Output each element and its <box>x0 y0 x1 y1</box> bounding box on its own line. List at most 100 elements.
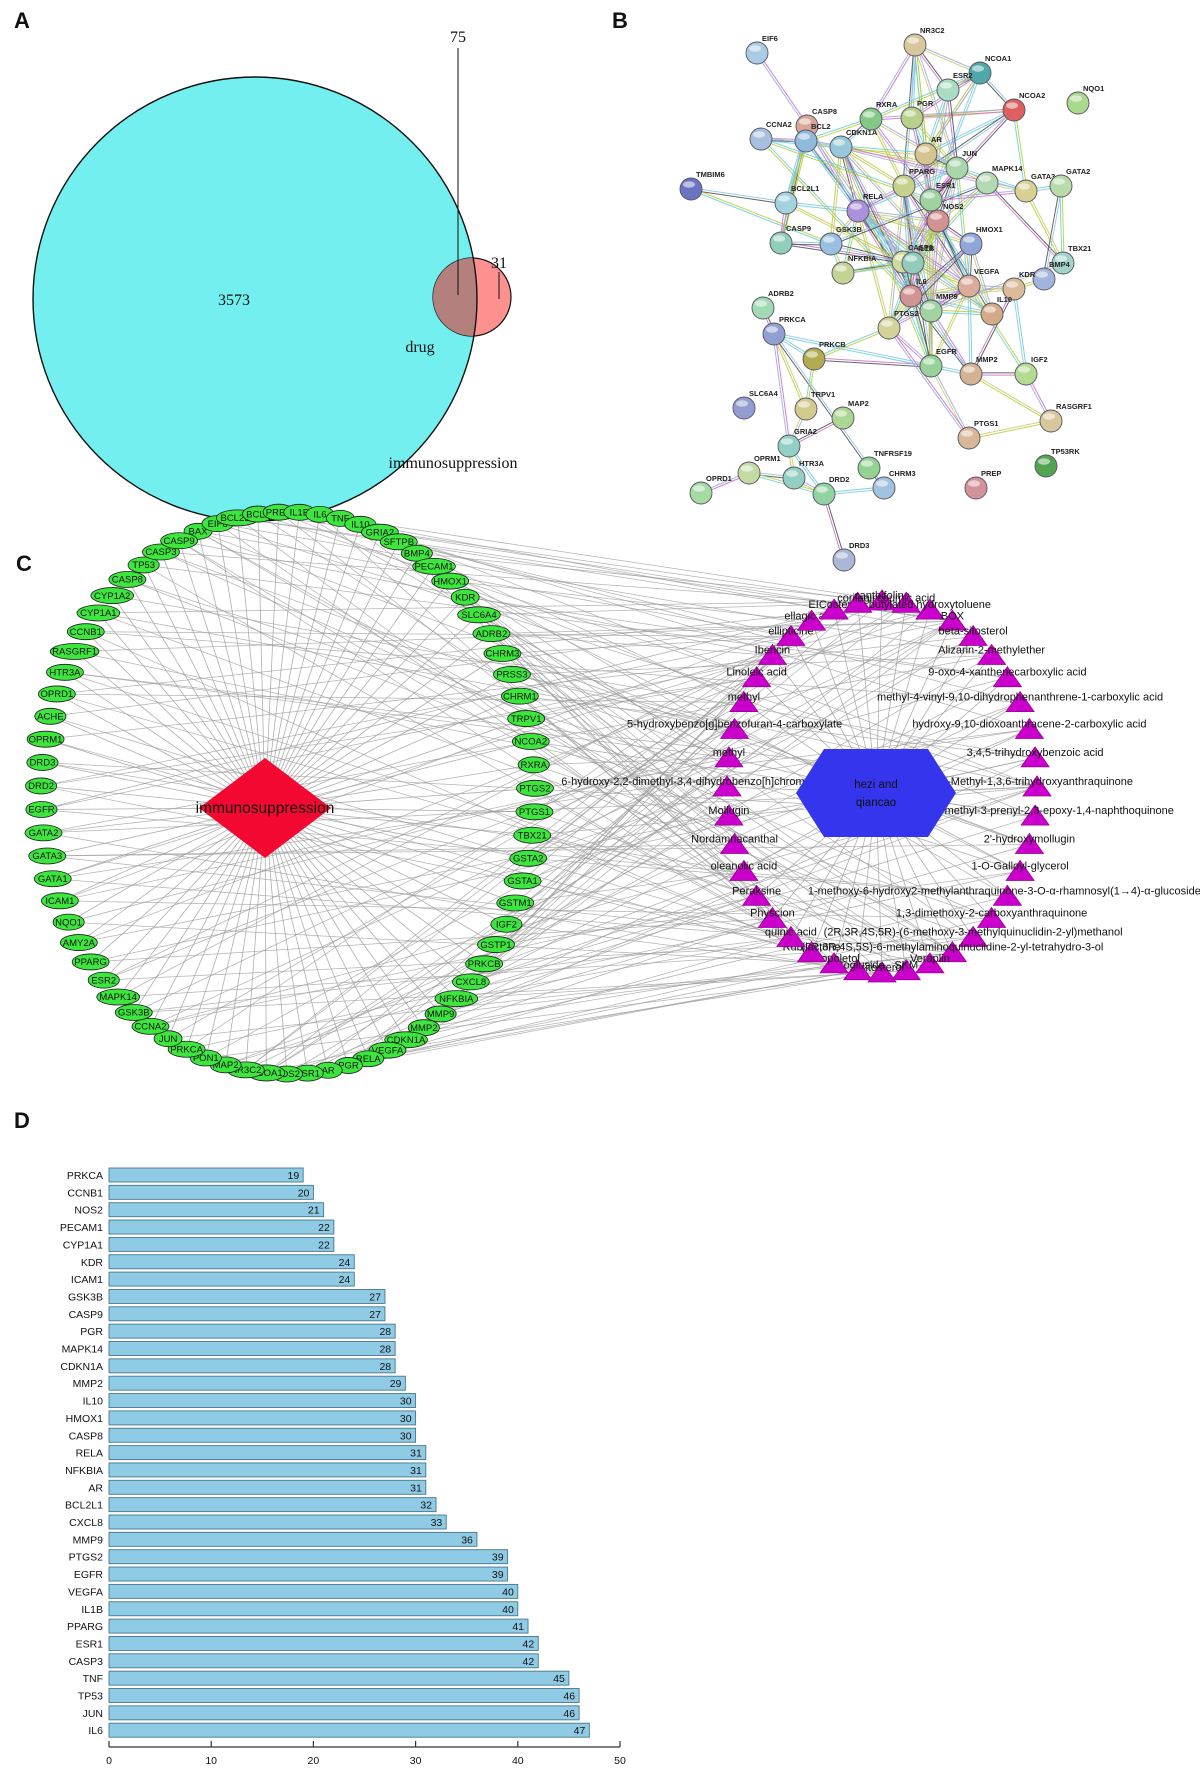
string-node-label: GATA3 <box>1031 172 1055 181</box>
target-label: PTGS1 <box>519 807 550 818</box>
bar-category-label: CCNB1 <box>67 1187 103 1199</box>
target-label: KDR <box>455 592 475 603</box>
string-node-label: TNFRSF19 <box>874 449 912 458</box>
string-node-HMOX1: HMOX1 <box>959 225 1003 256</box>
string-node-GATA3: GATA3 <box>1014 172 1055 203</box>
compound-gene-edge <box>307 602 907 1074</box>
bar-row-IL10: IL10 30 <box>83 1393 417 1408</box>
compound-gene-edge <box>42 762 744 872</box>
bar-row-MMP2: MMP2 29 <box>73 1375 406 1391</box>
string-node-HTR3A: HTR3A <box>782 459 825 490</box>
compound-gene-edge <box>522 636 792 882</box>
bar-category-label: PECAM1 <box>60 1222 103 1234</box>
panel-c-label: C <box>16 551 32 576</box>
string-edge-EGFR-CASP3 <box>903 261 933 366</box>
string-node-label: PPARG <box>909 167 935 176</box>
string-edge-NOS2-IL6 <box>911 221 940 297</box>
compound-node-30: Peraksine <box>732 884 781 906</box>
compound-gene-edge <box>186 871 1021 1050</box>
string-node-label: GRIA2 <box>794 427 817 436</box>
string-node-label: NCOA2 <box>1019 91 1045 100</box>
bar-row-MAPK14: MAPK14 28 <box>62 1341 396 1356</box>
compound-label: 2'-hydroxymollugin <box>984 833 1075 845</box>
target-node-MMP9: MMP9 <box>424 1005 457 1023</box>
string-node-TRPV1: TRPV1 <box>794 390 835 421</box>
target-label: MMP2 <box>410 1023 437 1034</box>
compound-gene-edge <box>423 937 974 1029</box>
string-node-label: ESR2 <box>953 71 973 80</box>
compound-gene-edge <box>98 600 883 614</box>
string-edge-TMBIM6-GSK3B <box>691 187 832 244</box>
x-axis-tick-label: 20 <box>308 1755 320 1767</box>
string-node-TP53RK: TP53RK <box>1034 447 1080 478</box>
string-edge-VEGFA-CDKN1A <box>839 147 969 288</box>
compound-label: Veraplin <box>910 953 950 965</box>
bar-value-label: 41 <box>512 1621 524 1633</box>
bar-category-label: MMP9 <box>73 1534 103 1546</box>
bar-value-label: 40 <box>502 1586 514 1598</box>
disease-gene-edge <box>264 807 472 983</box>
compound-gene-edge <box>286 655 992 1075</box>
target-label: CDKN1A <box>387 1035 426 1046</box>
bar-row-JUN: JUN 46 <box>83 1705 580 1721</box>
bar-row-PECAM1: PECAM1 22 <box>60 1219 335 1235</box>
compound-label: canthifoline <box>854 590 910 602</box>
compound-gene-edge <box>257 513 931 965</box>
string-node-label: DRD3 <box>849 541 869 550</box>
bar-row-CASP3: CASP3 42 <box>69 1653 539 1669</box>
target-label: SFTPB <box>383 537 414 548</box>
string-edge-TMBIM6-BCL2L1 <box>691 187 787 203</box>
compound-gene-edge <box>103 729 735 981</box>
string-edge-PTGS2-PRKCB <box>813 326 889 359</box>
compound-label: Linoleic acid <box>726 667 787 679</box>
compound-gene-edge <box>266 620 953 1074</box>
string-edge-DRD2-DRD3 <box>824 493 846 560</box>
disease-gene-edge <box>264 596 466 809</box>
compound-label: 2-carboxymethyl-3-prenyl-2,3-epoxy-1,4-n… <box>896 805 1174 817</box>
compound-gene-edge <box>56 693 744 703</box>
compound-label: BOX <box>941 610 965 622</box>
string-edge-CASP9-BCL2 <box>781 141 808 244</box>
target-node-PTGS1: PTGS1 <box>515 803 554 821</box>
compound-gene-edge <box>178 540 792 938</box>
string-edge-JUN-CDKN1A <box>841 145 958 168</box>
target-label: ESR1 <box>295 1068 320 1079</box>
bar-value-label: 42 <box>523 1656 535 1668</box>
compound-gene-edge <box>515 871 744 904</box>
compound-label: Mollugin <box>708 805 749 817</box>
string-edge-NR3C2-NCOA1 <box>915 43 981 73</box>
string-node-PRKCB: PRKCB <box>802 340 846 371</box>
compound-node-22: Veraplin <box>910 952 950 974</box>
compound-gene-edge <box>160 551 858 604</box>
string-node-MMP2: MMP2 <box>959 355 998 386</box>
string-edge-GATA2-BMP4 <box>1044 186 1063 280</box>
target-node-OPRM1: OPRM1 <box>26 730 65 748</box>
compound-gene-edge <box>68 677 1008 923</box>
string-node-label: PGR <box>917 99 934 108</box>
bar-row-VEGFA: VEGFA 40 <box>68 1583 519 1599</box>
compound-label: methyl-4-vinyl-9,10-dihydrophenanthrene-… <box>877 692 1163 704</box>
disease-gene-edge <box>264 541 400 809</box>
disease-gene-edge <box>264 807 497 945</box>
bar-chart: PRKCA 19 CCNB1 20 NOS2 21 PECAM1 22 CYP1A1 22 KDR 2… <box>60 1167 626 1767</box>
disease-gene-edge <box>264 566 435 809</box>
target-label: GATA1 <box>38 874 68 885</box>
disease-gene-edge <box>264 512 280 809</box>
target-node-PTGS2: PTGS2 <box>516 779 554 797</box>
string-node-DRD2: DRD2 <box>812 475 849 506</box>
herb-label-line1: hezi and <box>854 779 897 791</box>
string-edge-PRKCA-TRPV1 <box>772 334 806 410</box>
compound-node-35: methyl <box>713 746 745 768</box>
compound-gene-edge <box>456 620 953 999</box>
target-label: DRD2 <box>28 781 54 792</box>
target-node-NCOA2: NCOA2 <box>511 733 550 750</box>
string-edge-NCOA2-ESR1 <box>929 108 1014 200</box>
target-node-PECAM1: PECAM1 <box>412 557 456 575</box>
target-node-ACHE: ACHE <box>34 707 67 725</box>
bar-row-BCL2L1: BCL2L1 32 <box>65 1497 437 1513</box>
compound-gene-edge <box>511 655 992 675</box>
target-node-KDR: KDR <box>450 588 480 606</box>
string-edge-CDKN1A-GSK3B <box>829 146 841 244</box>
compound-gene-edge <box>398 541 791 637</box>
string-node-label: IL10 <box>997 295 1012 304</box>
